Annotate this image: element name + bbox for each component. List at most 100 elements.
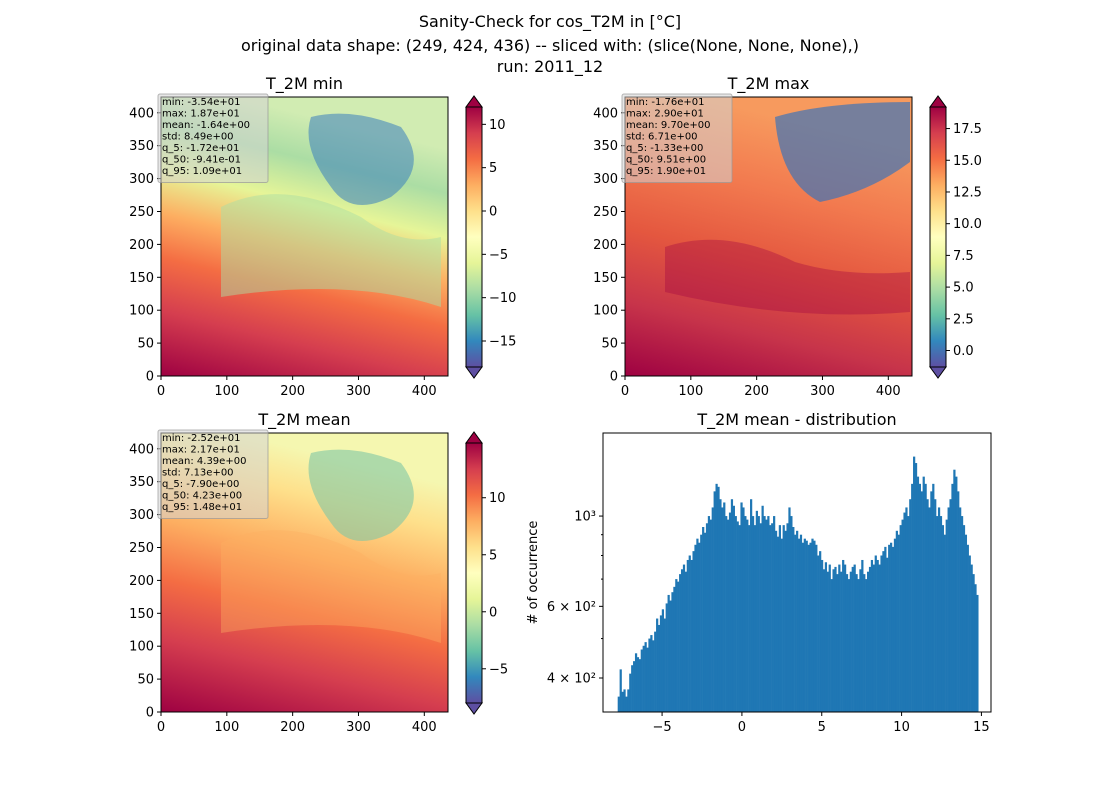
colorbar-tick-label: 0.0: [953, 344, 974, 359]
y-tick-label: 400: [129, 106, 154, 121]
y-tick-label: 0: [146, 706, 154, 721]
histogram-bar: [911, 483, 914, 712]
histogram-bar: [794, 534, 797, 712]
histogram-bar: [765, 519, 768, 712]
colorbar-tick-label: 7.5: [953, 249, 974, 264]
histogram-bar: [776, 536, 780, 712]
histogram-bar: [964, 534, 968, 712]
stats-line: q_5: -1.33e+00: [626, 143, 703, 154]
histogram-bar: [748, 525, 751, 712]
stats-line: q_5: -7.90e+00: [162, 479, 239, 490]
histogram-bar: [842, 559, 845, 712]
histogram-bar: [675, 579, 678, 712]
histogram-bar: [667, 594, 670, 712]
x-tick-label: 100: [678, 384, 703, 399]
x-tick-label: 200: [280, 384, 305, 399]
histogram-bar: [941, 525, 945, 712]
colorbar-extend-min: [929, 366, 947, 379]
histogram-bar: [680, 569, 684, 712]
histogram-bar: [669, 600, 672, 712]
histogram-bar: [916, 476, 920, 712]
y-tick-label: 100: [129, 640, 154, 655]
histogram-bar: [677, 581, 680, 712]
histogram-bar: [740, 502, 743, 712]
histogram-bar: [970, 564, 973, 712]
histogram-bar: [682, 564, 686, 712]
stats-line: q_95: 1.09e+01: [162, 166, 242, 177]
colorbar-tick-label: 10.0: [953, 217, 982, 232]
axes-frame: [160, 432, 449, 713]
histogram-bar: [634, 653, 638, 712]
panel-title: T_2M mean: [257, 410, 350, 430]
stats-line: mean: 9.70e+00: [626, 120, 710, 131]
histogram-bar: [702, 526, 705, 712]
panel-title: T_2M max: [727, 74, 810, 94]
histogram-bar: [897, 534, 900, 712]
histogram-bar: [617, 696, 620, 712]
histogram-bar: [949, 499, 952, 712]
colorbar-tick-label: 15.0: [953, 154, 982, 169]
histogram-bar: [934, 499, 937, 712]
y-tick-label: 200: [129, 238, 154, 253]
histogram-bar: [621, 691, 624, 712]
histogram-bar: [661, 609, 665, 712]
colorbar-tick-label: 5.0: [953, 281, 974, 296]
histogram-bar: [732, 505, 735, 712]
colorbar-tick-label: 10: [489, 491, 506, 506]
histogram-bar: [801, 542, 805, 712]
histogram-bar: [930, 491, 933, 712]
stats-line: mean: 4.39e+00: [162, 456, 246, 467]
stats-line: max: 2.90e+01: [626, 109, 704, 120]
histogram-bar: [633, 661, 636, 712]
histogram-bar: [819, 551, 822, 712]
histogram-bar: [805, 540, 808, 712]
histogram-bar: [671, 592, 674, 712]
histogram-bar: [866, 571, 870, 712]
x-tick-label: 300: [346, 720, 371, 735]
stats-line: mean: -1.64e+00: [162, 120, 250, 131]
x-tick-label: 0: [157, 384, 165, 399]
stats-box: [157, 429, 269, 519]
histogram-bar: [907, 516, 910, 712]
histogram-bar: [784, 530, 787, 712]
histogram-bar: [792, 526, 795, 712]
x-tick-label: 400: [876, 384, 901, 399]
histogram-bar: [957, 491, 960, 712]
histogram-bar: [870, 559, 874, 712]
stats-line: min: -1.76e+01: [626, 97, 705, 108]
histogram-bar: [736, 521, 739, 712]
histogram-bar: [884, 546, 887, 712]
histogram-bar: [654, 631, 657, 712]
y-tick-label: 250: [129, 541, 154, 556]
histogram-bar: [834, 566, 837, 712]
histogram-bar: [976, 594, 979, 712]
histogram-bar: [788, 507, 791, 712]
histogram-bar: [728, 512, 732, 712]
y-axis-label: # of occurrence: [526, 521, 541, 625]
stats-line: min: -2.52e+01: [162, 433, 241, 444]
histogram-bar: [972, 574, 975, 712]
histogram-bar: [686, 559, 689, 712]
histogram-bar: [786, 523, 789, 712]
histogram-bars: [617, 456, 979, 712]
histogram-bar: [688, 555, 691, 712]
histogram-bar: [845, 574, 849, 712]
y-tick-label: 150: [129, 271, 154, 286]
histogram-bar: [951, 483, 954, 712]
histogram-bar: [771, 523, 774, 712]
colorbar-tick-label: −5: [489, 662, 508, 677]
histogram-bar: [878, 564, 881, 712]
y-tick-label: 150: [593, 271, 618, 286]
histogram-bar: [857, 579, 860, 712]
stats-line: std: 8.49e+00: [162, 132, 234, 143]
histogram-bar: [769, 525, 772, 712]
histogram-bar: [636, 657, 640, 712]
histogram-bar: [707, 516, 711, 712]
colorbar-tick-label: −5: [489, 248, 508, 263]
histogram-bar: [746, 519, 749, 712]
histogram-bar: [872, 564, 875, 712]
histogram-bar: [822, 569, 826, 712]
histogram-bar: [813, 540, 816, 712]
histogram-bar: [734, 516, 737, 712]
histogram-bar: [828, 564, 831, 712]
